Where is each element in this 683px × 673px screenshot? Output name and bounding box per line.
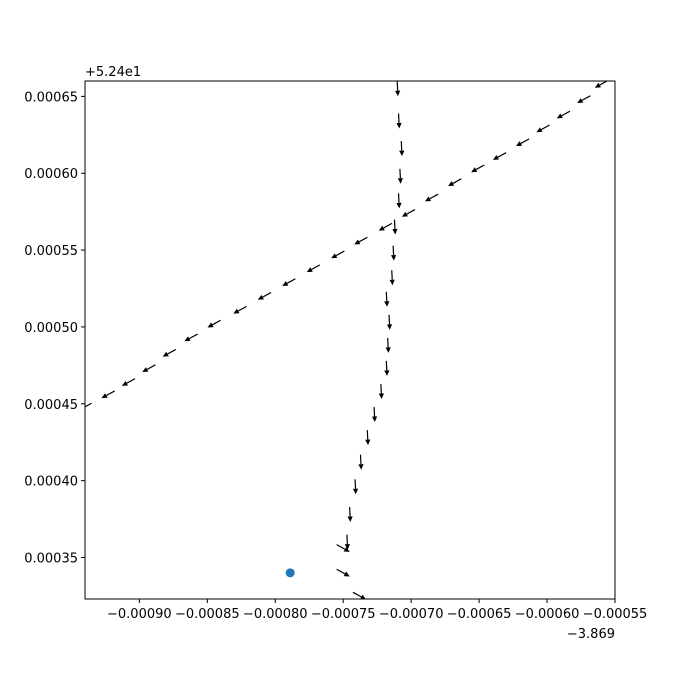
quiver-arrow: [392, 219, 398, 235]
quiver-arrow: [306, 264, 321, 273]
quiver-arrow: [378, 222, 393, 231]
y-axis: 0.00035 0.00040 0.00045 0.00050 0.00055 0.000…: [24, 90, 85, 566]
quiver-arrow: [384, 291, 390, 307]
quiver-arrow: [347, 506, 353, 522]
x-axis: −0.00090 −0.00085 −0.00080 −0.00075 −0.00070…: [107, 599, 647, 622]
quiver-arrow: [354, 236, 368, 245]
quiver-arrow: [386, 314, 393, 330]
quiver-arrow: [352, 591, 366, 599]
x-offset-label: −3.869: [567, 627, 615, 642]
quiver-arrow: [378, 383, 384, 399]
quiver-arrow: [492, 152, 507, 160]
quiver-arrow: [121, 378, 136, 386]
y-tick-label: 0.00060: [24, 167, 78, 182]
quiver-arrow: [162, 348, 177, 357]
marker-layer: [285, 568, 295, 578]
quiver-arrow: [85, 402, 92, 408]
x-tick-label: −0.00060: [515, 607, 580, 622]
axes-frame: [84, 80, 616, 600]
y-tick-label: 0.00055: [24, 244, 78, 259]
quiver-arrow: [471, 164, 485, 173]
x-tick-label: −0.00085: [175, 607, 240, 622]
quiver-arrow: [390, 245, 397, 261]
y-tick-label: 0.00035: [24, 551, 78, 566]
x-tick-label: −0.00055: [583, 607, 648, 622]
quiver-arrow: [101, 390, 115, 399]
quiver-arrow: [142, 364, 156, 373]
quiver-arrow: [396, 113, 402, 129]
quiver-arrow: [401, 209, 416, 217]
quiver-arrow: [352, 479, 359, 495]
y-tick-label: 0.00045: [24, 398, 78, 413]
quiver-arrow: [424, 193, 439, 202]
y-tick-label: 0.00050: [24, 321, 78, 336]
quiver-arrow: [536, 124, 550, 133]
quiver-arrow: [207, 319, 221, 328]
x-tick-label: −0.00075: [311, 607, 376, 622]
quiver-arrow: [389, 270, 395, 286]
quiver-arrow: [344, 534, 350, 550]
quiver-arrow: [448, 178, 462, 187]
y-tick-label: 0.00065: [24, 90, 78, 105]
quiver-arrow: [397, 168, 403, 184]
quiver-arrow: [282, 278, 296, 286]
arrow-layer: [85, 81, 609, 599]
quiver-arrow: [184, 333, 198, 342]
x-tick-label: −0.00090: [107, 607, 172, 622]
quiver-arrow: [396, 193, 402, 209]
quiver-arrow: [365, 430, 371, 446]
x-tick-label: −0.00080: [243, 607, 308, 622]
quiver-arrow: [233, 305, 247, 314]
quiver-arrow: [331, 250, 345, 259]
y-offset-label: +5.24e1: [85, 65, 141, 80]
quiver-arrow: [395, 81, 401, 97]
quiver-arrow: [257, 292, 272, 300]
quiver-arrow: [336, 568, 350, 577]
quiver-arrow: [358, 454, 364, 470]
quiver-arrow: [516, 138, 530, 147]
x-tick-label: −0.00065: [447, 607, 512, 622]
data-point-marker: [285, 568, 295, 578]
x-tick-label: −0.00070: [379, 607, 444, 622]
quiver-arrow: [371, 407, 378, 423]
quiver-arrow: [399, 141, 405, 157]
quiver-arrow: [336, 544, 350, 552]
quiver-arrow: [556, 110, 571, 119]
quiver-arrow: [577, 95, 591, 104]
y-tick-label: 0.00040: [24, 475, 78, 490]
quiver-arrow: [384, 360, 390, 376]
quiver-arrow: [385, 337, 391, 353]
